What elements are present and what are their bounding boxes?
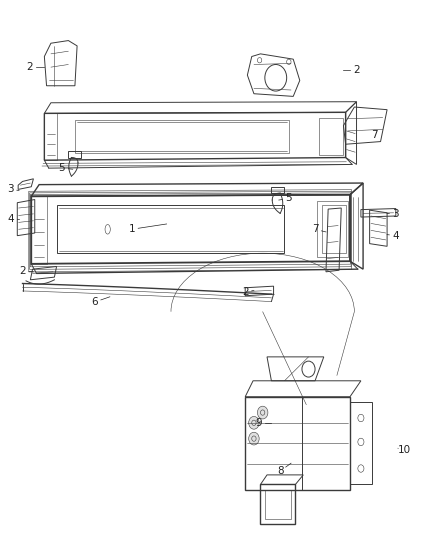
Text: 5: 5 [59,163,65,173]
Text: 2: 2 [242,287,248,297]
Text: 2: 2 [26,62,32,72]
Text: 7: 7 [312,224,318,235]
Text: 4: 4 [392,231,399,241]
Text: 3: 3 [7,184,14,195]
Circle shape [258,406,268,419]
Circle shape [249,416,259,429]
Text: 8: 8 [277,466,283,476]
Text: 2: 2 [19,266,26,276]
Text: 2: 2 [353,65,360,75]
Text: 5: 5 [286,193,292,204]
Text: 4: 4 [7,214,14,224]
Text: 7: 7 [371,130,377,140]
Text: 3: 3 [392,209,399,220]
Text: 10: 10 [398,445,411,455]
Text: 6: 6 [91,297,98,307]
Circle shape [249,432,259,445]
Text: 1: 1 [128,224,135,235]
Text: 9: 9 [255,418,261,429]
